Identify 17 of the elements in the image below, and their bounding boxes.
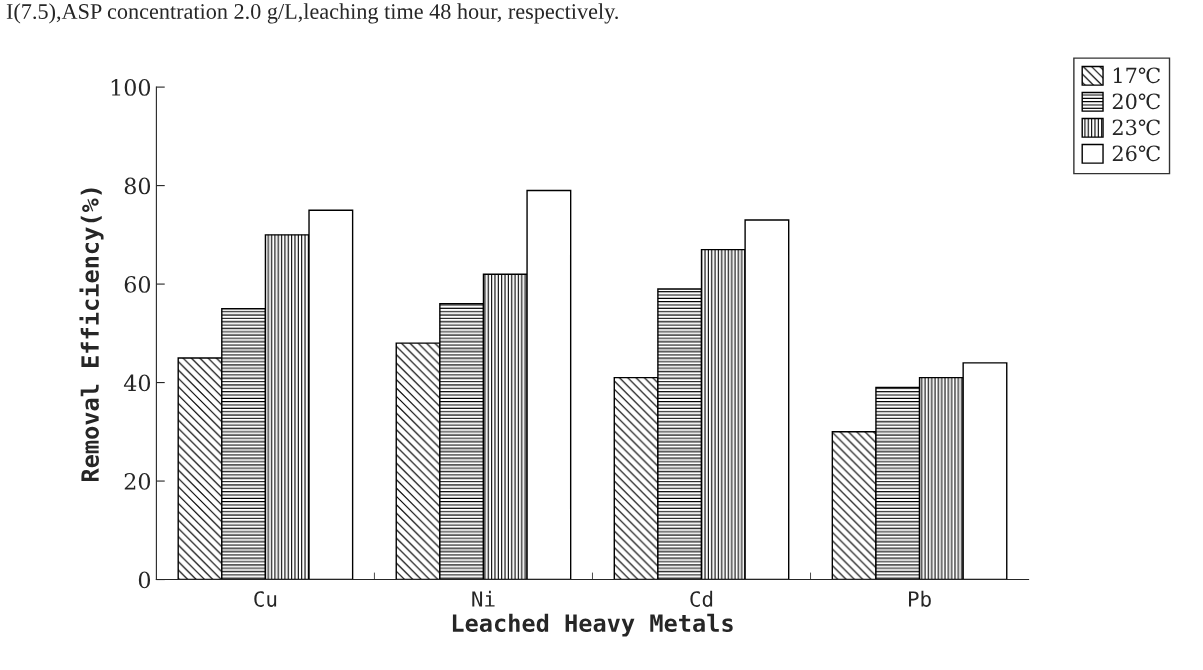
y-tick-label: 20 [124, 473, 151, 490]
y-axis-title: Removal Efficiency(%) [79, 188, 104, 482]
legend-label: 17℃ [1113, 67, 1160, 84]
x-axis-title: Leached Heavy Metals [452, 613, 733, 637]
y-tick-label: 40 [123, 374, 151, 392]
x-tick-label: Cd [690, 590, 713, 607]
legend-label: 26℃ [1112, 145, 1160, 162]
y-tick-label: 0 [138, 571, 151, 589]
x-tick-label: Ni [472, 590, 495, 607]
y-tick-label: 80 [124, 177, 151, 195]
legend-label: 23℃ [1112, 119, 1160, 136]
y-tick-label: 60 [124, 276, 151, 293]
x-tick-label: Pb [909, 590, 931, 607]
y-tick-label: 100 [111, 79, 151, 96]
legend-label: 20℃ [1112, 93, 1160, 110]
text: I(7.5),ASP concentration 2.0 g/L,leaching time 48 hour, respectively. [6, 3, 618, 24]
x-tick-label: Cu [254, 591, 277, 607]
